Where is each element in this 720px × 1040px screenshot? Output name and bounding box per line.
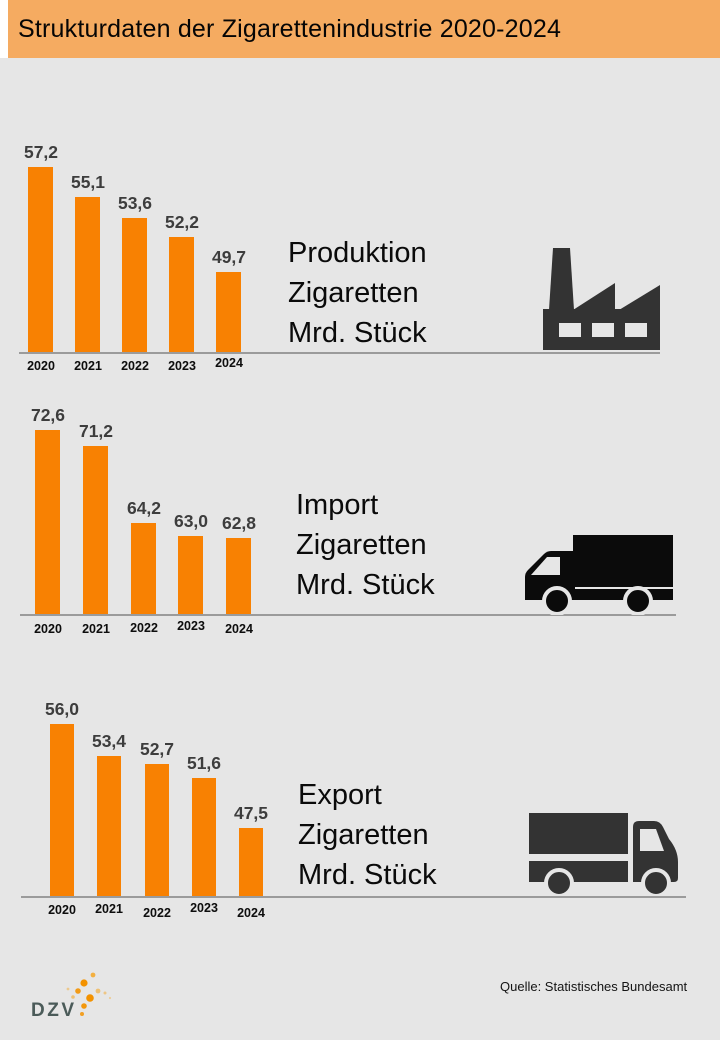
axis-line-produktion: [19, 352, 660, 354]
year-label: 2021: [82, 622, 110, 636]
bar-import-2023: [178, 536, 203, 614]
chart-title-export: Export Zigaretten Mrd. Stück: [298, 775, 437, 895]
chart-title-line: Mrd. Stück: [298, 859, 437, 891]
page-title: Strukturdaten der Zigarettenindustrie 20…: [18, 14, 562, 43]
year-label: 2021: [74, 359, 102, 373]
chart-title-line: Import: [296, 489, 379, 521]
bar-value-label: 56,0: [44, 699, 80, 719]
bar-produktion-2022: [122, 218, 147, 352]
year-label: 2022: [121, 359, 149, 373]
year-label: 2020: [27, 359, 55, 373]
bar-value-label: 71,2: [78, 421, 114, 441]
bar-export-2023: [192, 778, 216, 896]
chart-title-line: Zigaretten: [288, 277, 419, 309]
axis-line-export: [21, 896, 686, 898]
year-label: 2022: [143, 906, 171, 920]
bar-value-label: 53,4: [91, 731, 127, 751]
source-note: Quelle: Statistisches Bundesamt: [500, 979, 688, 994]
year-label: 2023: [168, 359, 196, 373]
year-label: 2024: [215, 356, 243, 370]
bar-export-2024: [239, 828, 263, 896]
bar-export-2021: [97, 756, 121, 896]
chart-title-produktion: Produktion Zigaretten Mrd. Stück: [288, 233, 427, 353]
bar-import-2024: [226, 538, 251, 614]
year-label: 2024: [237, 906, 265, 920]
truck-left-icon: [523, 535, 673, 616]
bar-import-2020: [35, 430, 60, 614]
bar-export-2020: [50, 724, 74, 896]
chart-title-line: Mrd. Stück: [296, 569, 435, 601]
bar-import-2022: [131, 523, 156, 614]
bar-value-label: 49,7: [211, 247, 247, 267]
chart-title-import: Import Zigaretten Mrd. Stück: [296, 485, 435, 605]
bar-value-label: 62,8: [221, 513, 257, 533]
year-label: 2020: [48, 903, 76, 917]
bar-value-label: 52,7: [139, 739, 175, 759]
bar-produktion-2020: [28, 167, 53, 352]
chart-title-line: Export: [298, 779, 382, 811]
truck-right-icon: [527, 812, 678, 898]
year-label: 2021: [95, 902, 123, 916]
bar-import-2021: [83, 446, 108, 614]
title-bar: Strukturdaten der Zigarettenindustrie 20…: [8, 0, 720, 58]
dzv-logo-dots-icon: [58, 968, 116, 1025]
axis-line-import: [20, 614, 676, 616]
dzv-logo-text: DZV: [31, 1000, 77, 1021]
year-label: 2022: [130, 621, 158, 635]
bar-value-label: 57,2: [23, 142, 59, 162]
bar-value-label: 72,6: [30, 405, 66, 425]
chart-title-line: Zigaretten: [298, 819, 429, 851]
bar-value-label: 47,5: [233, 803, 269, 823]
chart-title-line: Produktion: [288, 237, 427, 269]
year-label: 2024: [225, 622, 253, 636]
bar-value-label: 63,0: [173, 511, 209, 531]
bar-produktion-2021: [75, 197, 100, 352]
chart-title-line: Zigaretten: [296, 529, 427, 561]
chart-title-line: Mrd. Stück: [288, 317, 427, 349]
year-label: 2020: [34, 622, 62, 636]
bar-export-2022: [145, 764, 169, 896]
bar-value-label: 51,6: [186, 753, 222, 773]
bar-produktion-2023: [169, 237, 194, 352]
bar-value-label: 64,2: [126, 498, 162, 518]
bar-produktion-2024: [216, 272, 241, 352]
factory-icon: [543, 248, 660, 350]
year-label: 2023: [177, 619, 205, 633]
bar-value-label: 55,1: [70, 172, 106, 192]
bar-value-label: 53,6: [117, 193, 153, 213]
year-label: 2023: [190, 901, 218, 915]
bar-value-label: 52,2: [164, 212, 200, 232]
